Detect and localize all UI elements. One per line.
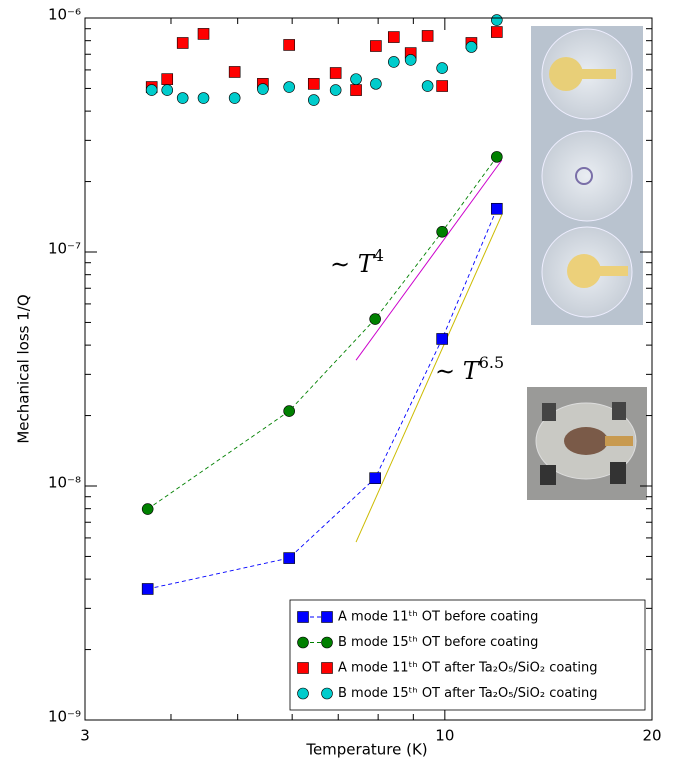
data-point (228, 92, 241, 104)
data-point (404, 54, 417, 66)
data-point (283, 81, 295, 93)
inset-photo-top (531, 26, 643, 325)
legend-label: A mode 11ᵗʰ OT before coating (338, 610, 538, 625)
legend-label: A mode 11ᵗʰ OT after Ta₂O₅/SiO₂ coating (338, 661, 597, 676)
photo-electrode (584, 266, 628, 276)
data-point (421, 30, 434, 42)
fit-label: ∼ T (330, 250, 376, 278)
data-point (329, 67, 342, 79)
fit-line (355, 214, 503, 543)
data-point (491, 14, 503, 26)
data-point (141, 583, 154, 595)
fit-exponent: 4 (374, 246, 384, 265)
data-point (350, 73, 362, 85)
photo-clamp (612, 402, 626, 420)
fit-annotation: ∼ T6.5 (435, 353, 504, 385)
series-line (147, 156, 498, 510)
legend-marker (321, 636, 333, 649)
data-point (370, 78, 382, 90)
legend-marker (297, 611, 309, 623)
data-point (491, 202, 503, 215)
data-point (387, 56, 400, 68)
photo-clamp (610, 462, 626, 484)
legend-marker (297, 662, 309, 674)
photo-ring (575, 167, 593, 185)
legend-label: B mode 15ᵗʰ OT before coating (338, 635, 538, 650)
photo-electrode (605, 436, 633, 446)
legend-marker (321, 687, 333, 700)
data-point (145, 84, 158, 96)
fit-line (355, 159, 503, 361)
data-point (329, 84, 342, 96)
photo-clamp (542, 403, 556, 421)
data-point (370, 40, 382, 52)
fit-annotation: ∼ T4 (330, 246, 384, 278)
data-point (176, 37, 189, 49)
legend-marker (297, 687, 309, 700)
data-point (436, 62, 448, 74)
y-tick-label: 10⁻⁷ (48, 240, 81, 258)
y-axis-label: Mechanical loss 1/Q (15, 294, 33, 443)
plot-frame (84, 17, 653, 721)
data-point (197, 28, 210, 40)
legend-marker (321, 662, 333, 674)
y-tick-label: 10⁻⁶ (48, 6, 81, 24)
fit-label: ∼ T (435, 357, 481, 385)
data-point (197, 92, 210, 104)
data-point (307, 94, 320, 106)
photo-disc (541, 130, 633, 222)
data-point (257, 83, 269, 95)
legend-marker (297, 636, 309, 649)
data-point (283, 552, 295, 564)
data-point (161, 73, 174, 85)
data-point (436, 225, 448, 238)
data-point (307, 78, 320, 90)
x-tick-label: 10 (435, 727, 454, 745)
data-point (350, 84, 362, 96)
data-point (436, 80, 448, 92)
data-point (491, 26, 503, 38)
legend-box (289, 599, 646, 711)
x-tick-label: 3 (80, 727, 90, 745)
x-axis-label: Temperature (K) (305, 741, 427, 759)
x-tick-label: 20 (642, 727, 661, 745)
data-point (465, 41, 478, 53)
data-point (436, 333, 448, 345)
fit-exponent: 6.5 (479, 353, 504, 372)
photo-electrode (564, 427, 608, 455)
photo-clamp (540, 465, 556, 485)
data-point (491, 151, 503, 163)
inset-photo-bottom (527, 387, 647, 500)
data-point (369, 472, 381, 484)
photo-electrode (566, 69, 616, 79)
data-point (283, 405, 295, 417)
data-point (141, 503, 154, 515)
data-point (283, 39, 295, 51)
legend-marker (321, 611, 333, 623)
data-point (421, 80, 434, 92)
y-tick-label: 10⁻⁹ (48, 708, 81, 726)
legend-label: B mode 15ᵗʰ OT after Ta₂O₅/SiO₂ coating (338, 686, 598, 701)
data-point (176, 92, 189, 104)
data-point (228, 66, 241, 78)
data-point (161, 84, 174, 96)
data-point (369, 313, 381, 325)
data-point (387, 31, 400, 43)
y-tick-label: 10⁻⁸ (48, 474, 81, 492)
